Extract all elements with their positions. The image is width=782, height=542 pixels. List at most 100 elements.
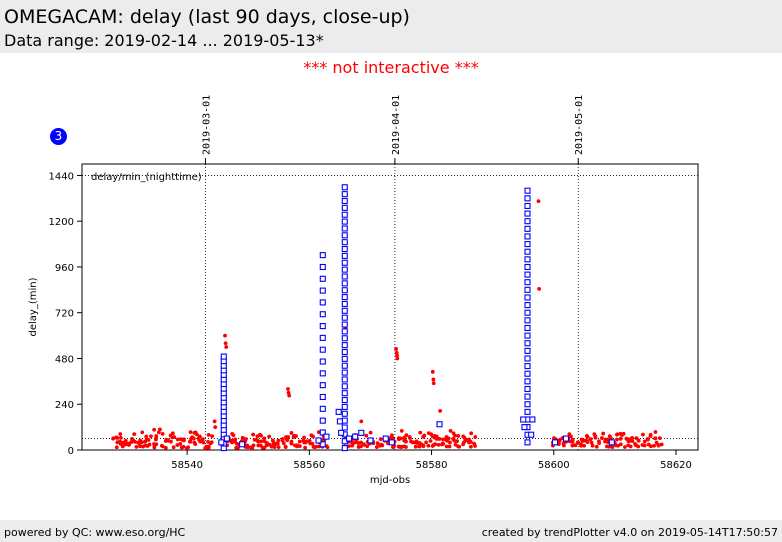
red-data-point bbox=[452, 439, 457, 443]
red-data-point bbox=[431, 377, 436, 382]
red-data-point bbox=[258, 432, 262, 437]
red-data-point bbox=[601, 431, 606, 436]
red-data-point bbox=[414, 440, 418, 445]
red-data-point bbox=[114, 445, 119, 450]
red-data-point bbox=[275, 441, 280, 446]
blue-data-point bbox=[346, 435, 353, 442]
blue-data-point bbox=[524, 302, 531, 309]
red-data-point bbox=[444, 444, 449, 449]
red-data-point bbox=[600, 436, 604, 440]
red-data-point bbox=[272, 441, 277, 446]
blue-data-point bbox=[524, 271, 531, 278]
blue-data-point bbox=[341, 396, 348, 404]
red-data-point bbox=[656, 443, 661, 448]
red-data-point bbox=[431, 443, 436, 447]
blue-data-point bbox=[524, 393, 531, 400]
blue-data-point bbox=[341, 445, 348, 452]
red-data-point bbox=[297, 444, 302, 449]
y-tick-label: 960 bbox=[55, 263, 74, 274]
blue-data-point bbox=[524, 286, 531, 293]
red-data-point bbox=[630, 436, 635, 440]
red-data-point bbox=[618, 436, 623, 441]
red-data-point bbox=[181, 438, 186, 443]
blue-data-point bbox=[341, 225, 348, 232]
date-marker-label: 2019-04-01 bbox=[391, 95, 402, 155]
y-tick-label: 480 bbox=[55, 354, 74, 365]
blue-data-point bbox=[341, 204, 348, 211]
red-data-point bbox=[594, 444, 599, 449]
blue-data-point bbox=[341, 252, 348, 259]
blue-data-point bbox=[524, 347, 531, 354]
red-data-point bbox=[359, 440, 363, 445]
y-tick-label: 720 bbox=[55, 309, 74, 320]
red-data-point bbox=[438, 409, 443, 413]
red-data-point bbox=[138, 444, 142, 449]
blue-data-point bbox=[524, 210, 531, 217]
blue-data-point bbox=[341, 410, 348, 417]
blue-data-point bbox=[341, 259, 348, 266]
blue-data-point bbox=[319, 263, 326, 271]
red-data-point bbox=[437, 437, 442, 441]
blue-data-point bbox=[341, 232, 348, 239]
red-data-point bbox=[585, 440, 590, 444]
blue-data-point bbox=[319, 429, 326, 436]
red-data-point bbox=[118, 432, 123, 436]
red-data-point bbox=[649, 444, 653, 449]
x-tick-label: 58580 bbox=[416, 460, 448, 471]
blue-data-point bbox=[341, 266, 348, 273]
red-data-point bbox=[646, 437, 650, 442]
x-axis-label: mjd-obs bbox=[370, 475, 410, 486]
red-data-point bbox=[434, 437, 439, 441]
red-data-point bbox=[141, 444, 146, 449]
blue-data-point bbox=[341, 211, 348, 218]
red-data-point bbox=[223, 333, 227, 338]
red-data-point bbox=[569, 434, 573, 439]
red-data-point bbox=[171, 445, 176, 450]
blue-data-point bbox=[341, 280, 348, 287]
red-data-point bbox=[404, 439, 408, 444]
red-data-point bbox=[462, 440, 466, 445]
red-data-point bbox=[431, 381, 436, 386]
red-data-point bbox=[188, 439, 193, 444]
red-data-point bbox=[469, 444, 473, 449]
red-data-point bbox=[206, 432, 211, 437]
blue-data-point bbox=[352, 433, 359, 440]
red-data-point bbox=[255, 438, 260, 443]
red-data-point bbox=[153, 437, 158, 442]
blue-data-point bbox=[341, 328, 348, 335]
blue-data-point bbox=[524, 378, 531, 385]
blue-data-point bbox=[319, 299, 326, 306]
red-data-point bbox=[404, 445, 408, 449]
blue-data-point bbox=[319, 287, 326, 294]
blue-data-point bbox=[335, 408, 342, 415]
blue-data-point bbox=[524, 279, 531, 286]
blue-data-point bbox=[220, 353, 227, 360]
red-data-point bbox=[379, 442, 384, 447]
blue-data-point bbox=[521, 424, 528, 431]
red-data-point bbox=[368, 430, 373, 435]
red-data-point bbox=[114, 435, 119, 440]
blue-data-point bbox=[341, 342, 348, 349]
blue-data-point bbox=[524, 408, 531, 415]
red-data-point bbox=[536, 199, 541, 204]
blue-data-point bbox=[341, 362, 348, 369]
red-data-point bbox=[642, 439, 647, 444]
blue-data-point bbox=[524, 202, 531, 209]
plot-legend-label: delay/min_(nighttime) bbox=[91, 172, 202, 183]
red-data-point bbox=[160, 432, 165, 436]
red-data-point bbox=[399, 429, 404, 433]
red-data-point bbox=[627, 437, 631, 442]
blue-data-point bbox=[528, 431, 535, 438]
red-data-point bbox=[429, 432, 434, 437]
red-data-point bbox=[390, 436, 395, 441]
plot-frame bbox=[81, 163, 699, 451]
red-data-point bbox=[573, 443, 578, 448]
blue-data-point bbox=[341, 314, 348, 321]
blue-data-point bbox=[319, 311, 326, 318]
red-data-point bbox=[448, 440, 452, 445]
blue-data-point bbox=[319, 405, 326, 412]
red-data-point bbox=[422, 433, 427, 438]
y-tick-label: 240 bbox=[55, 400, 74, 411]
blue-data-point bbox=[341, 417, 348, 424]
red-data-point bbox=[359, 444, 363, 449]
